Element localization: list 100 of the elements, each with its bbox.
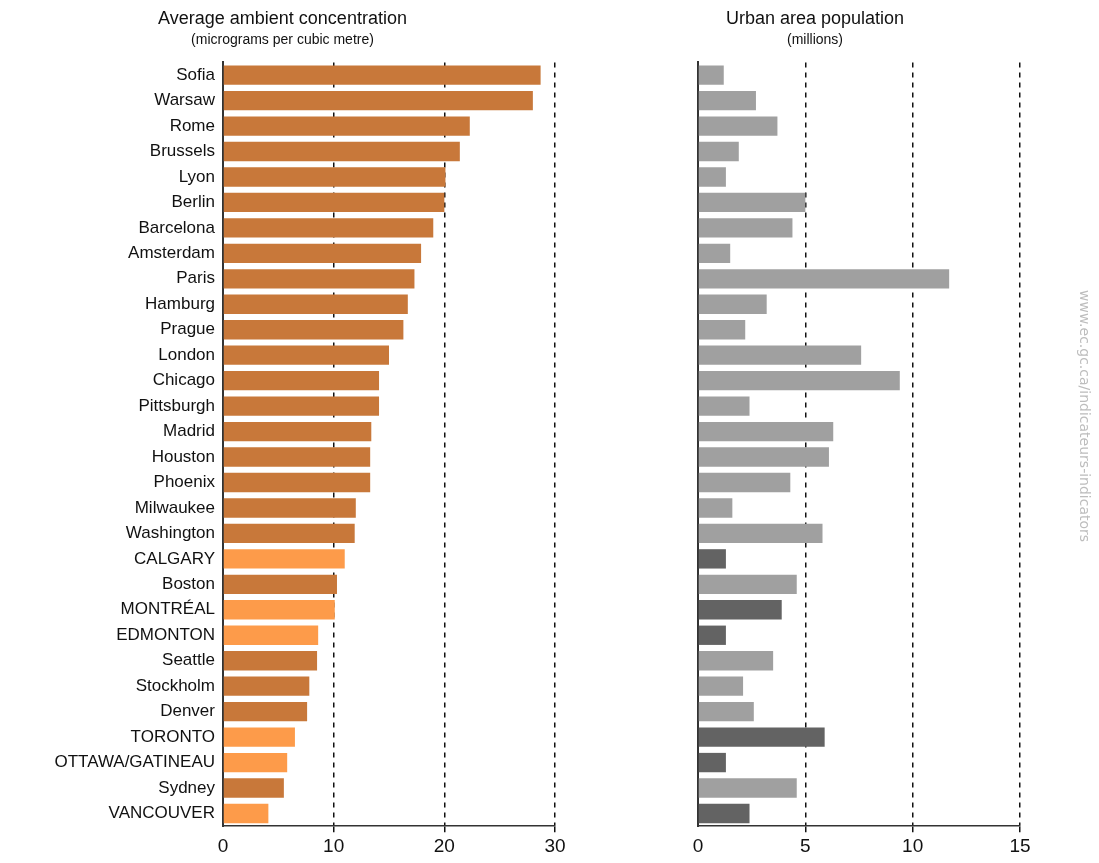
bar [223,294,408,314]
bar [698,523,823,544]
bar [698,600,782,620]
y-tick-label: Prague [160,319,215,339]
bar [698,421,834,442]
y-tick-label: Sydney [158,777,216,797]
y-tick-label: Barcelona [138,217,216,237]
bar [698,651,774,671]
bar [223,625,319,645]
bar [223,218,434,238]
bar [223,676,310,696]
bar [698,472,791,493]
y-tick-label: Washington [125,523,215,543]
y-tick-label: Pittsburgh [138,395,215,415]
bar [698,116,778,136]
bar [223,345,389,365]
y-tick-label: Berlin [171,192,215,212]
bar [223,396,380,416]
y-tick-label: Phoenix [153,472,216,492]
y-tick-label: Boston [162,574,215,594]
bar [223,116,470,136]
bar [698,778,797,798]
bar [223,727,295,747]
y-tick-label: Houston [151,446,215,466]
bar [223,421,372,442]
bar [223,472,371,493]
chart-subtitle: (micrograms per cubic metre) [191,30,374,47]
bar [698,574,797,595]
x-tick-label: 0 [217,834,229,856]
x-tick-label: 20 [433,834,455,856]
bar [223,370,380,391]
chart-subtitle: (millions) [787,30,843,47]
y-tick-label: CALGARY [134,548,215,568]
bar [223,447,371,467]
x-tick-label: 0 [692,834,704,856]
bar [698,269,950,289]
chart-title: Average ambient concentration [158,7,407,28]
x-tick-label: 5 [800,834,811,856]
bar [223,574,337,595]
x-tick-label: 10 [902,834,924,856]
y-tick-label: MONTRÉAL [120,599,215,619]
bar [223,600,335,620]
bar [698,192,806,213]
bar [698,549,726,569]
y-tick-label: Paris [176,268,215,288]
bar [223,141,460,162]
x-tick-label: 10 [323,834,345,856]
y-tick-label: EDMONTON [116,624,215,644]
y-tick-label: Brussels [149,141,215,161]
y-tick-label: VANCOUVER [108,803,215,823]
bar [223,269,415,289]
y-tick-label: Warsaw [154,90,216,110]
bar [223,90,533,111]
bar [223,549,345,569]
bar [698,345,862,365]
y-tick-label: Madrid [163,421,215,441]
bar [223,523,355,544]
bar [698,701,754,722]
bar [223,778,284,798]
bar [698,167,726,187]
bar [698,676,744,696]
y-tick-label: OTTAWA/GATINEAU [54,752,215,772]
y-tick-label: Sofia [176,64,216,84]
y-tick-label: Hamburg [145,293,215,313]
bar [698,727,825,747]
bar [698,294,767,314]
bar [223,701,308,722]
x-tick-label: 15 [1009,834,1031,856]
bar [698,243,731,264]
bar [223,752,288,773]
bar [698,370,900,391]
bar [698,218,793,238]
bar [223,65,541,85]
bar [698,90,756,111]
y-tick-label: London [158,344,215,364]
bar [698,752,726,773]
x-tick-label: 30 [544,834,566,856]
bar [698,65,724,85]
bar [223,320,404,340]
chart-title: Urban area population [725,7,905,28]
bar [223,803,269,824]
bar [698,396,750,416]
bar [223,243,422,264]
bar [698,141,739,162]
bar [223,167,446,187]
y-tick-label: Milwaukee [134,497,215,517]
y-tick-label: Seattle [162,650,215,670]
y-tick-label: TORONTO [130,726,215,746]
bar [698,320,746,340]
y-tick-label: Amsterdam [128,243,215,263]
y-tick-label: Stockholm [135,675,215,695]
y-tick-label: Chicago [152,370,215,390]
text: www.ec.gc.ca/indicateurs-indicators [1077,290,1093,543]
y-tick-label: Denver [160,701,216,721]
bar [223,651,318,671]
bar [698,803,750,824]
bar [223,498,356,518]
bar [698,625,726,645]
bar [698,498,733,518]
y-tick-label: Lyon [178,166,215,186]
